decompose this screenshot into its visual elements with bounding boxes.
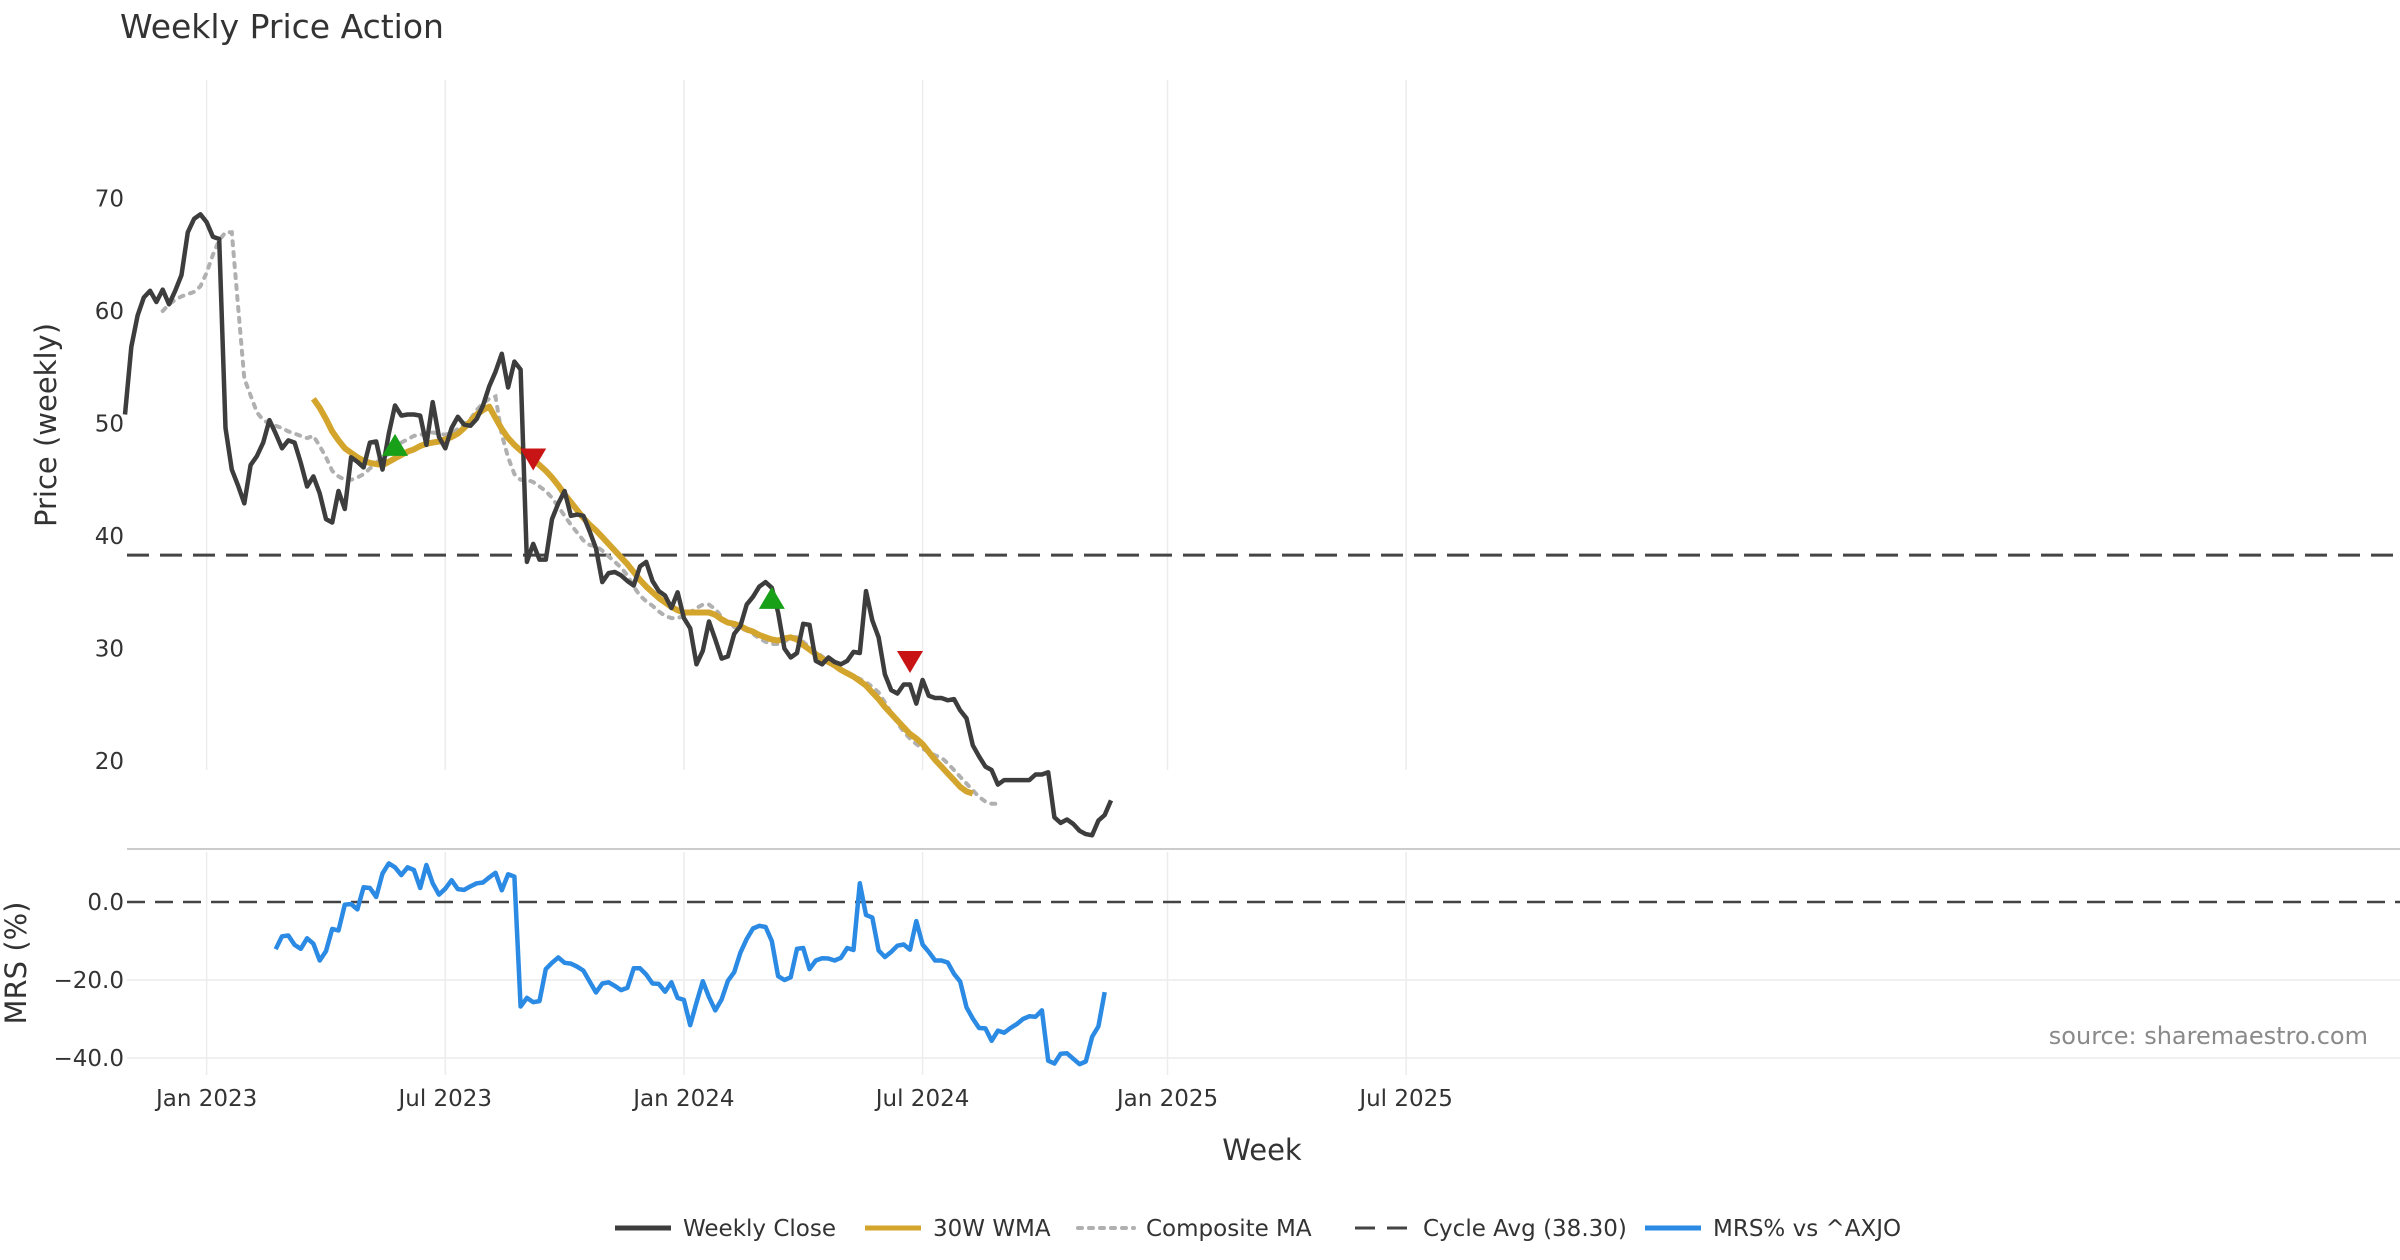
mrs-panel: 0.0 −20.0 −40.0 MRS (%) source: sharemaest… [0, 848, 2400, 1075]
legend-label: Weekly Close [683, 1216, 836, 1242]
legend-item: Weekly Close [615, 1216, 836, 1242]
weekly-close-line [122, 212, 1114, 838]
sell-signal-marker [897, 651, 923, 673]
price-ytick-label: 50 [95, 412, 124, 438]
price-grid [205, 80, 1407, 770]
price-ytick-label: 30 [95, 637, 124, 663]
source-note: source: sharemaestro.com [2049, 1022, 2368, 1050]
legend-item: Cycle Avg (38.30) [1355, 1216, 1627, 1242]
x-tick-label: Jan 2024 [631, 1086, 734, 1112]
mrs-y-ticks: 0.0 −20.0 −40.0 [54, 890, 124, 1072]
x-tick-label: Jul 2024 [874, 1086, 970, 1112]
mrs-ytick-label: 0.0 [87, 890, 124, 916]
x-tick-label: Jan 2023 [154, 1086, 257, 1112]
buy-signal-marker [382, 433, 409, 456]
wma-30w-line [310, 397, 974, 797]
price-ytick-label: 40 [95, 524, 124, 550]
mrs-ytick-label: −40.0 [54, 1046, 124, 1072]
legend-item: MRS% vs ^AXJO [1645, 1216, 1901, 1242]
x-tick-label: Jul 2025 [1357, 1086, 1453, 1112]
legend: Weekly Close 30W WMA Composite MA Cycle Avg… [615, 1216, 1901, 1242]
x-axis-ticks: Jan 2023 Jul 2023 Jan 2024 Jul 2024 Jan 2025… [154, 1086, 1453, 1112]
sell-signal-marker [520, 448, 547, 471]
legend-label: Composite MA [1146, 1216, 1312, 1242]
price-ytick-label: 70 [95, 187, 124, 213]
legend-label: MRS% vs ^AXJO [1713, 1216, 1901, 1242]
mrs-y-axis-label: MRS (%) [0, 902, 33, 1025]
mrs-grid [127, 852, 2400, 1075]
signal-markers [382, 433, 923, 673]
legend-item: 30W WMA [865, 1216, 1051, 1242]
x-tick-label: Jan 2025 [1115, 1086, 1218, 1112]
legend-item: Composite MA [1076, 1216, 1312, 1242]
price-y-ticks: 70 60 50 40 30 20 [95, 187, 124, 776]
x-axis-label: Week [1222, 1133, 1302, 1167]
mrs-line [273, 861, 1107, 1067]
legend-label: Cycle Avg (38.30) [1423, 1216, 1627, 1242]
price-ytick-label: 60 [95, 299, 124, 325]
buy-signal-marker [758, 586, 785, 609]
price-panel: 70 60 50 40 30 20 Price (weekly) [29, 80, 2400, 838]
x-tick-label: Jul 2023 [396, 1086, 492, 1112]
price-ytick-label: 20 [95, 749, 124, 775]
chart-title: Weekly Price Action [120, 7, 444, 46]
legend-label: 30W WMA [933, 1216, 1051, 1242]
mrs-ytick-label: −20.0 [54, 968, 124, 994]
price-y-axis-label: Price (weekly) [29, 323, 63, 527]
